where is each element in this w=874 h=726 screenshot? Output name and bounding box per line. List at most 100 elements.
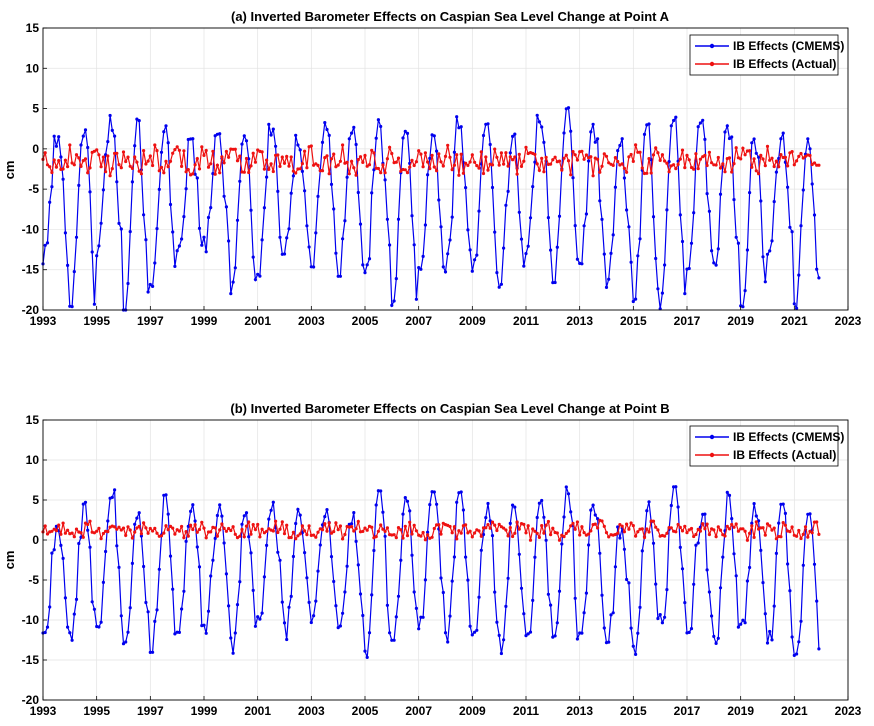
data-point (334, 521, 338, 525)
data-point (204, 148, 208, 153)
data-point (184, 170, 188, 174)
data-point (560, 168, 564, 172)
data-point (184, 530, 188, 534)
data-point (759, 199, 763, 203)
data-point (448, 614, 452, 618)
data-point (316, 530, 320, 534)
data-point (92, 302, 96, 306)
data-point (502, 526, 506, 530)
data-point (698, 157, 703, 161)
data-point (63, 158, 67, 162)
data-point (61, 177, 65, 181)
data-point (533, 529, 537, 533)
data-point (663, 263, 667, 267)
x-tick-label: 1999 (191, 314, 218, 328)
data-point (528, 630, 533, 634)
data-point (312, 265, 316, 269)
data-point (390, 151, 394, 156)
data-point (625, 208, 629, 212)
data-point (139, 532, 143, 536)
data-point (379, 124, 383, 129)
data-point (381, 163, 385, 167)
data-point (309, 144, 313, 148)
y-tick-label: 5 (32, 102, 39, 116)
data-point (99, 221, 103, 225)
data-point (238, 534, 242, 538)
data-point (484, 526, 488, 530)
data-point (421, 254, 425, 258)
data-point (260, 527, 264, 531)
data-point (383, 171, 387, 175)
data-point (61, 521, 65, 525)
data-point (97, 625, 101, 629)
data-point (392, 638, 396, 642)
data-point (385, 526, 389, 530)
data-point (278, 235, 282, 239)
data-point (191, 503, 195, 507)
data-point (634, 534, 638, 538)
data-point (401, 136, 405, 140)
data-point (540, 524, 544, 528)
data-point (660, 291, 665, 295)
data-point (479, 534, 483, 538)
data-point (553, 280, 557, 285)
data-point (101, 188, 105, 192)
data-point (110, 167, 114, 171)
data-point (401, 512, 405, 516)
data-point (656, 151, 660, 155)
data-point (674, 530, 678, 534)
data-point (528, 538, 533, 542)
data-point (244, 524, 249, 528)
data-point (616, 159, 620, 164)
data-point (298, 148, 302, 152)
data-point (358, 155, 363, 159)
data-point (66, 528, 70, 532)
data-point (502, 162, 506, 166)
data-point (542, 531, 546, 535)
data-point (271, 529, 275, 533)
data-point (343, 532, 347, 537)
data-point (164, 524, 168, 528)
data-point (499, 151, 503, 155)
data-point (341, 237, 345, 241)
data-point (636, 530, 640, 534)
data-point (383, 534, 387, 538)
x-tick-label: 2009 (459, 314, 486, 328)
data-point (613, 156, 618, 160)
data-point (750, 521, 754, 525)
data-point (439, 576, 443, 580)
data-point (365, 263, 369, 267)
y-tick-label: 15 (26, 413, 40, 427)
data-point (799, 151, 803, 156)
data-point (305, 576, 309, 580)
data-point (95, 529, 99, 533)
data-point (204, 631, 208, 635)
data-point (238, 179, 242, 183)
data-point (663, 534, 667, 538)
data-point (596, 157, 600, 161)
data-point (352, 510, 356, 515)
data-point (162, 531, 166, 535)
data-point (363, 153, 367, 158)
data-point (689, 627, 694, 631)
data-point (464, 523, 468, 527)
legend-box-b (689, 425, 839, 467)
data-point (153, 261, 157, 265)
data-point (806, 535, 810, 539)
data-point (741, 527, 745, 531)
data-point (412, 243, 416, 247)
data-point (296, 507, 300, 511)
data-point (74, 527, 79, 531)
data-point (759, 153, 763, 157)
data-point (202, 526, 206, 530)
data-point (356, 563, 360, 567)
data-point (443, 270, 448, 274)
data-point (522, 522, 526, 527)
data-point (479, 548, 483, 552)
data-point (748, 191, 752, 195)
legend-b: IB Effects (CMEMS) IB Effects (Actual) (689, 425, 844, 467)
data-point (645, 527, 649, 531)
data-point (817, 276, 821, 280)
data-point (220, 155, 224, 159)
data-point (705, 192, 709, 196)
